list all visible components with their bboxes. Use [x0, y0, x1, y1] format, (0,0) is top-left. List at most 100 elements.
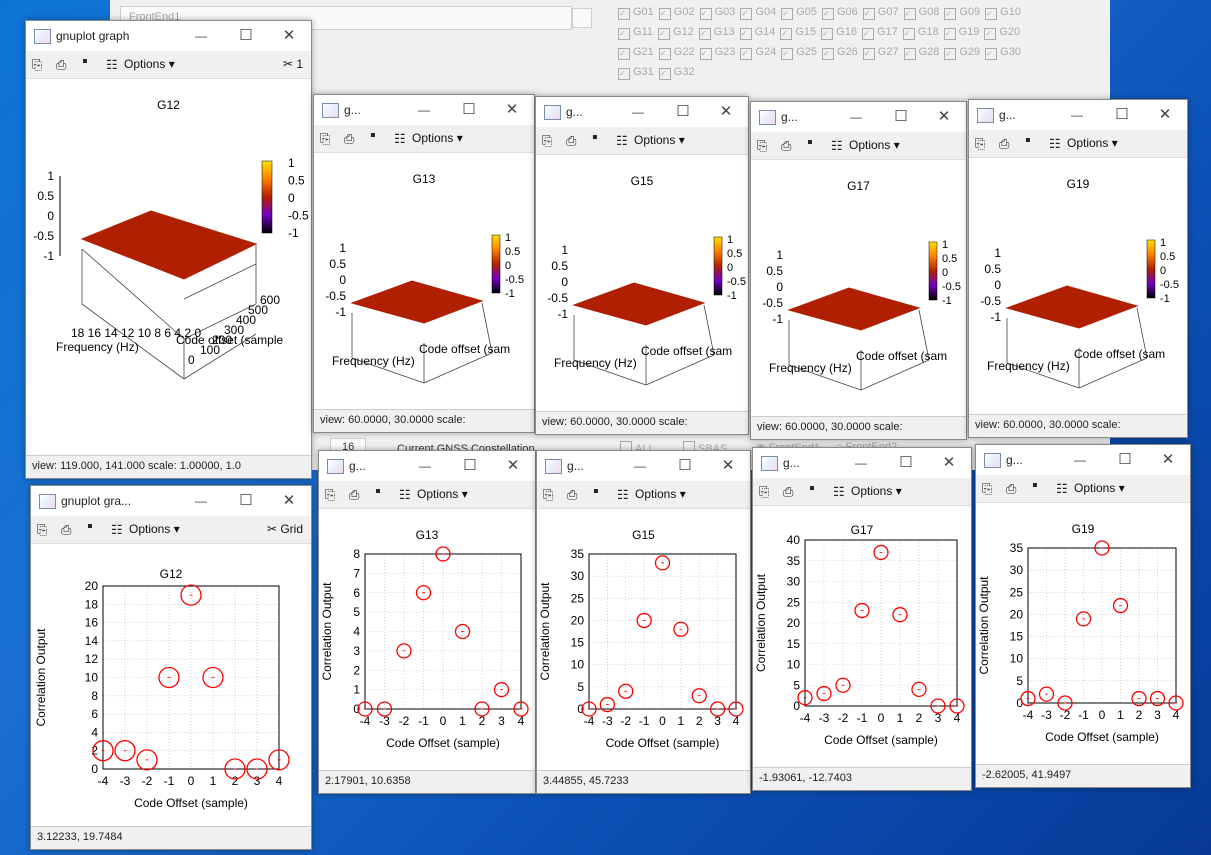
sat-checkbox-g32[interactable]: ✓ G32	[658, 66, 695, 80]
copy-icon[interactable]: ⎘	[975, 136, 986, 151]
maximize-button[interactable]: ☐	[463, 457, 477, 474]
surface-window-0[interactable]: gnuplot graph — ☐ ✕ ⎘ ⎙ ▪ ☷ Options ▾ ✂ 1 G12 1 0.5 0…	[25, 20, 312, 479]
minimize-button[interactable]: —	[1074, 453, 1086, 467]
sat-checkbox-g04[interactable]: ✓ G04	[740, 6, 777, 20]
sat-checkbox-g03[interactable]: ✓ G03	[699, 6, 736, 20]
sat-checkbox-g19[interactable]: ✓ G19	[943, 26, 980, 40]
print-icon[interactable]: ⎙	[344, 131, 355, 146]
scatter-window-2[interactable]: g... — ☐ ✕ ⎘ ⎙ ▪ ☷ Options ▾ G15 0 5 10 15 20 25 30 35 -4-…	[536, 450, 751, 794]
sat-checkbox-g22[interactable]: ✓ G22	[658, 46, 695, 60]
title-bar[interactable]: g... — ☐ ✕	[969, 100, 1187, 130]
sat-checkbox-g11[interactable]: ✓ G11	[618, 26, 653, 40]
sat-checkbox-g06[interactable]: ✓ G06	[821, 6, 858, 20]
sat-checkbox-g24[interactable]: ✓ G24	[740, 46, 777, 60]
maximize-button[interactable]: ☐	[676, 103, 690, 120]
sat-checkbox-g09[interactable]: ✓ G09	[944, 6, 981, 20]
options-menu[interactable]: Options ▾	[634, 133, 685, 147]
options-icon[interactable]: ☷	[111, 522, 123, 537]
title-bar[interactable]: g... — ☐ ✕	[753, 448, 971, 478]
maximize-button[interactable]: ☐	[1118, 451, 1132, 468]
save-icon[interactable]: ▪	[82, 53, 88, 70]
sat-checkbox-g16[interactable]: ✓ G16	[821, 26, 857, 40]
sat-checkbox-g31[interactable]: ✓ G31	[618, 66, 654, 80]
options-menu[interactable]: Options ▾	[417, 487, 468, 501]
toolbar-extra-button[interactable]: ✂ Grid	[266, 522, 303, 536]
close-button[interactable]: ✕	[942, 454, 956, 471]
resize-grip[interactable]: ⋰	[543, 776, 552, 786]
sat-checkbox-g23[interactable]: ✓ G23	[699, 46, 736, 60]
options-icon[interactable]: ☷	[1049, 136, 1061, 151]
sat-checkbox-g07[interactable]: ✓ G07	[862, 6, 899, 20]
options-icon[interactable]: ☷	[106, 57, 118, 72]
close-button[interactable]: ✕	[505, 101, 519, 118]
title-bar[interactable]: g... — ☐ ✕	[751, 102, 966, 132]
surface-window-3[interactable]: g... — ☐ ✕ ⎘ ⎙ ▪ ☷ Options ▾ G17 1 0.5 0 -0.5 -1 1 0.5 0 -…	[750, 101, 967, 440]
maximize-button[interactable]: ☐	[239, 27, 253, 44]
save-icon[interactable]: ▪	[593, 483, 599, 500]
resize-grip[interactable]: ⋰	[757, 422, 766, 432]
close-button[interactable]: ✕	[282, 27, 296, 44]
scatter-window-4[interactable]: g... — ☐ ✕ ⎘ ⎙ ▪ ☷ Options ▾ G19 0 5 10 15 20 25 30 35 -4-…	[975, 444, 1191, 788]
options-menu[interactable]: Options ▾	[849, 138, 900, 152]
minimize-button[interactable]: —	[419, 459, 431, 473]
minimize-button[interactable]: —	[855, 456, 867, 470]
options-icon[interactable]: ☷	[617, 487, 629, 502]
options-menu[interactable]: Options ▾	[412, 131, 463, 145]
title-bar[interactable]: g... — ☐ ✕	[319, 451, 535, 481]
resize-grip[interactable]: ⋰	[32, 461, 41, 471]
resize-grip[interactable]: ⋰	[325, 776, 334, 786]
options-icon[interactable]: ☷	[399, 487, 411, 502]
sat-checkbox-g29[interactable]: ✓ G29	[944, 46, 981, 60]
resize-grip[interactable]: ⋰	[542, 417, 551, 427]
sat-checkbox-g10[interactable]: ✓ G10	[985, 6, 1021, 20]
maximize-button[interactable]: ☐	[899, 454, 913, 471]
close-button[interactable]: ✕	[721, 457, 735, 474]
scatter-window-0[interactable]: gnuplot gra... — ☐ ✕ ⎘ ⎙ ▪ ☷ Options ▾ ✂ Grid G12 0…	[30, 485, 312, 850]
copy-icon[interactable]: ⎘	[982, 481, 993, 496]
frontend-button[interactable]	[572, 8, 592, 28]
title-bar[interactable]: g... — ☐ ✕	[537, 451, 750, 481]
copy-icon[interactable]: ⎘	[543, 487, 554, 502]
sat-checkbox-g15[interactable]: ✓ G15	[780, 26, 817, 40]
save-icon[interactable]: ▪	[1025, 132, 1031, 149]
options-menu[interactable]: Options ▾	[635, 487, 686, 501]
resize-grip[interactable]: ⋰	[975, 420, 984, 430]
resize-grip[interactable]: ⋰	[320, 415, 329, 425]
copy-icon[interactable]: ⎘	[320, 131, 331, 146]
title-bar[interactable]: g... — ☐ ✕	[314, 95, 534, 125]
options-menu[interactable]: Options ▾	[129, 522, 180, 536]
print-icon[interactable]: ⎙	[566, 133, 577, 148]
minimize-button[interactable]: —	[632, 105, 644, 119]
maximize-button[interactable]: ☐	[239, 492, 253, 509]
options-icon[interactable]: ☷	[831, 138, 843, 153]
sat-checkbox-g30[interactable]: ✓ G30	[985, 46, 1021, 60]
print-icon[interactable]: ⎙	[1006, 481, 1017, 496]
resize-grip[interactable]: ⋰	[37, 832, 46, 842]
save-icon[interactable]: ▪	[375, 483, 381, 500]
maximize-button[interactable]: ☐	[678, 457, 692, 474]
minimize-button[interactable]: —	[1071, 108, 1083, 122]
save-icon[interactable]: ▪	[87, 518, 93, 535]
minimize-button[interactable]: —	[195, 29, 207, 43]
copy-icon[interactable]: ⎘	[32, 57, 43, 72]
print-icon[interactable]: ⎙	[56, 57, 67, 72]
sat-checkbox-g21[interactable]: ✓ G21	[618, 46, 654, 60]
sat-checkbox-g20[interactable]: ✓ G20	[984, 26, 1021, 40]
options-menu[interactable]: Options ▾	[1074, 481, 1125, 495]
surface-window-4[interactable]: g... — ☐ ✕ ⎘ ⎙ ▪ ☷ Options ▾ G19 1 0.5 0 -0.5 -1 1 0.5 0 -…	[968, 99, 1188, 438]
resize-grip[interactable]: ⋰	[982, 770, 991, 780]
sat-checkbox-g05[interactable]: ✓ G05	[781, 6, 817, 20]
close-button[interactable]: ✕	[719, 103, 733, 120]
close-button[interactable]: ✕	[1158, 106, 1172, 123]
options-icon[interactable]: ☷	[1056, 481, 1068, 496]
sat-checkbox-g02[interactable]: ✓ G02	[658, 6, 695, 20]
maximize-button[interactable]: ☐	[462, 101, 476, 118]
close-button[interactable]: ✕	[937, 108, 951, 125]
save-icon[interactable]: ▪	[592, 129, 598, 146]
sat-checkbox-g14[interactable]: ✓ G14	[739, 26, 776, 40]
title-bar[interactable]: g... — ☐ ✕	[536, 97, 748, 127]
close-button[interactable]: ✕	[506, 457, 520, 474]
copy-icon[interactable]: ⎘	[759, 484, 770, 499]
sat-checkbox-g28[interactable]: ✓ G28	[903, 46, 940, 60]
title-bar[interactable]: g... — ☐ ✕	[976, 445, 1190, 475]
